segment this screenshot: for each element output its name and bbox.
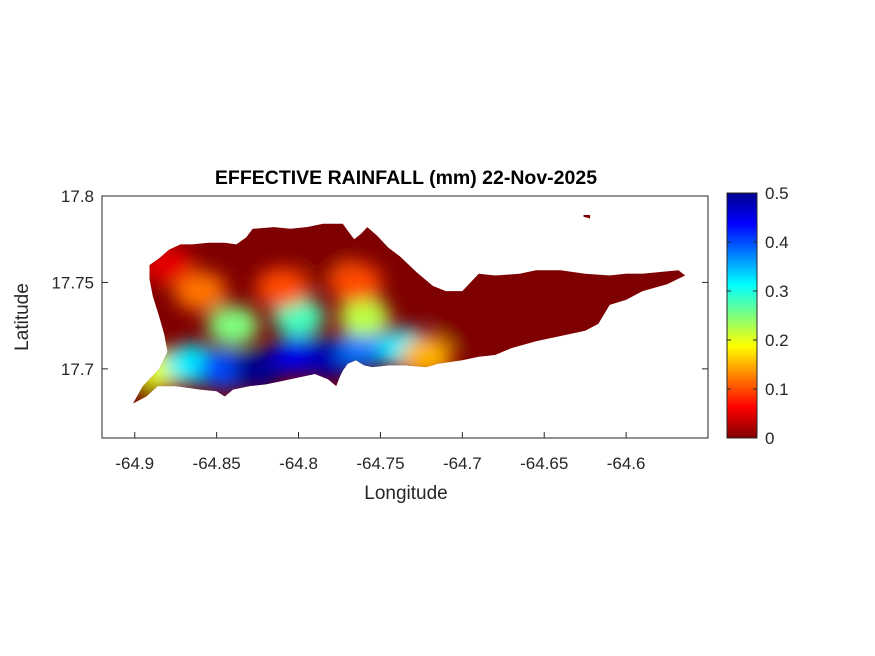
- x-tick-label: -64.75: [356, 454, 404, 473]
- x-tick-label: -64.65: [520, 454, 568, 473]
- rainfall-sample: [329, 262, 382, 303]
- colorbar-tick-label: 0.2: [765, 331, 789, 350]
- rainfall-sample: [338, 297, 391, 337]
- y-tick-label: 17.7: [61, 360, 94, 379]
- x-tick-label: -64.85: [193, 454, 241, 473]
- colorbar-tick-label: 0: [765, 429, 774, 448]
- x-tick-label: -64.7: [443, 454, 482, 473]
- y-axis-label: Latitude: [12, 283, 33, 351]
- x-tick-label: -64.9: [115, 454, 154, 473]
- rainfall-sample: [436, 305, 489, 346]
- rainfall-sample: [174, 271, 227, 312]
- colorbar-tick-label: 0.1: [765, 380, 789, 399]
- field-base: [133, 223, 686, 404]
- y-tick-label: 17.75: [51, 273, 94, 292]
- islet-shape: [583, 215, 591, 219]
- colorbar-tick-label: 0.5: [765, 184, 789, 203]
- chart-title: EFFECTIVE RAINFALL (mm) 22-Nov-2025: [215, 167, 597, 189]
- rainfall-sample: [207, 305, 260, 346]
- y-axis-ticks: 17.7 17.75 17.8: [51, 187, 708, 379]
- rainfall-sample: [256, 267, 309, 308]
- x-axis-label: Longitude: [364, 483, 447, 504]
- rainfall-sample: [518, 288, 571, 329]
- x-tick-label: -64.6: [607, 454, 646, 473]
- colorbar-ticks: 0 0.1 0.2 0.3 0.4 0.5: [727, 184, 789, 448]
- colorbar-frame: [726, 192, 758, 439]
- colorbar-tick-label: 0.4: [765, 233, 789, 252]
- rainfall-sample: [600, 265, 653, 306]
- colorbar-tick-label: 0.3: [765, 282, 789, 301]
- rainfall-sample: [338, 328, 391, 369]
- x-tick-label: -64.8: [279, 454, 318, 473]
- y-tick-label: 17.8: [61, 187, 94, 206]
- plot-axes-box: [101, 195, 709, 439]
- rainfall-sample: [400, 336, 453, 377]
- field-blobs: [133, 245, 653, 404]
- rainfall-sample: [231, 348, 284, 389]
- rainfall-field: [133, 223, 686, 404]
- x-axis-ticks: -64.9 -64.85 -64.8 -64.75 -64.7 -64.65 -64.6: [115, 432, 645, 473]
- rainfall-sample: [141, 245, 194, 286]
- colorbar: [727, 193, 757, 438]
